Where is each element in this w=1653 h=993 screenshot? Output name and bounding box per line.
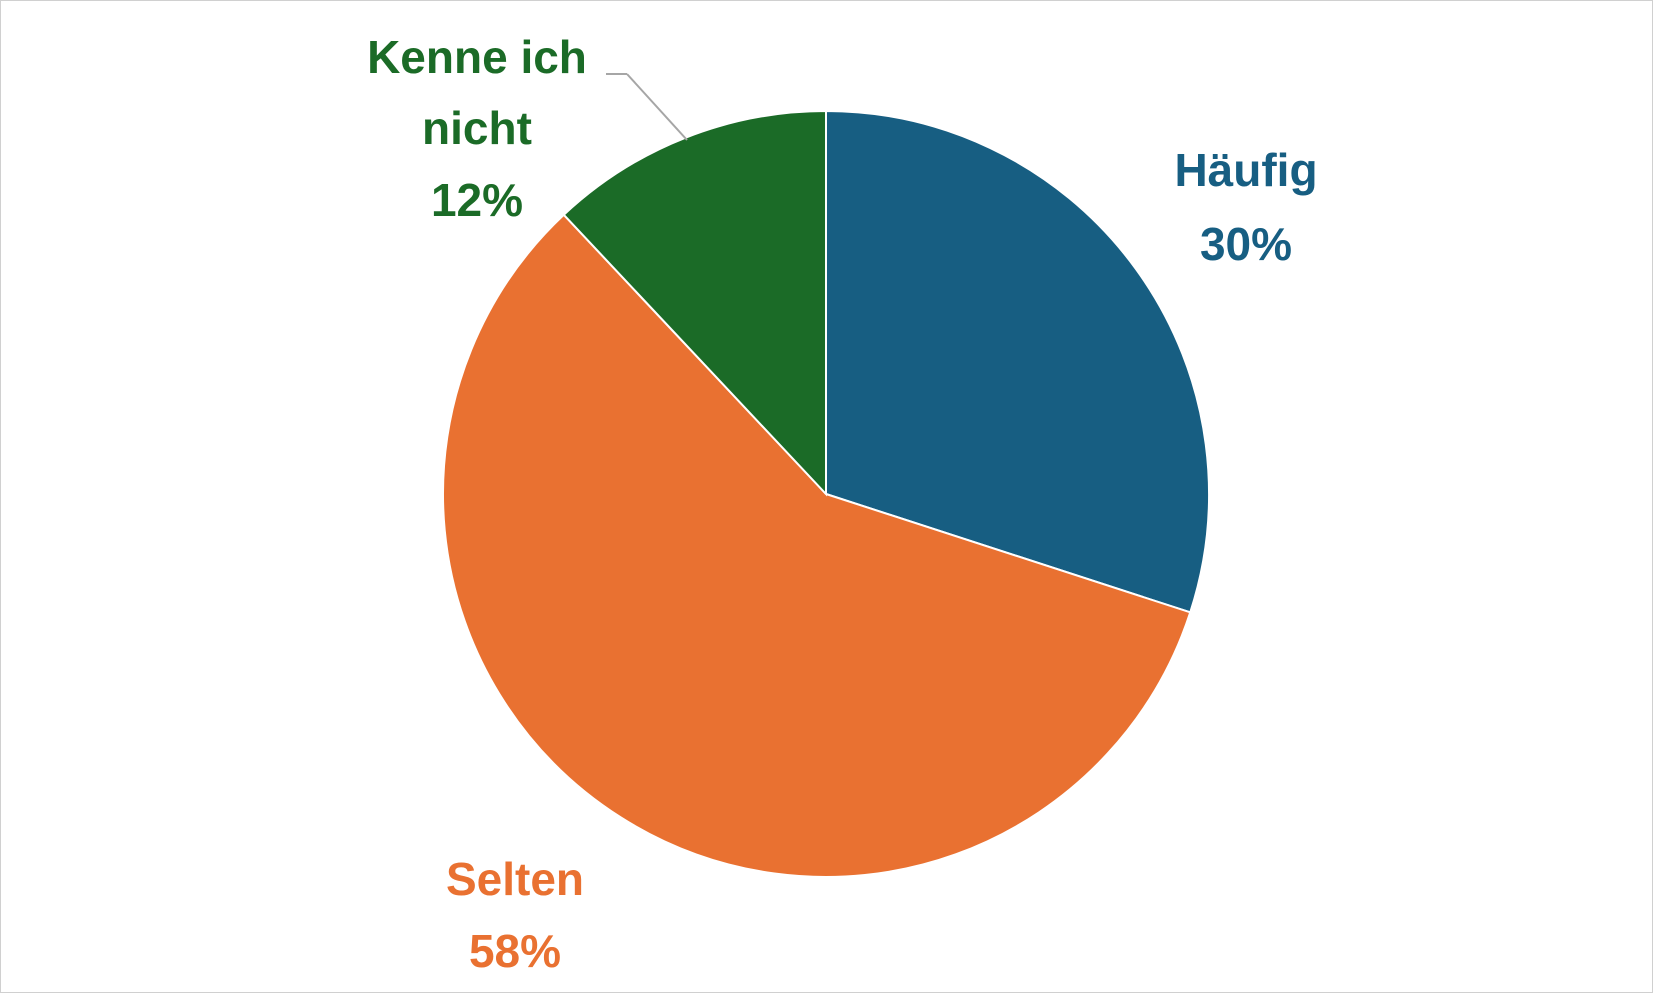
slice-label-selten: Selten	[446, 853, 584, 905]
slice-label-haeufig: Häufig	[1174, 144, 1317, 196]
slice-percent-selten: 58%	[469, 925, 561, 977]
slice-percent-haeufig: 30%	[1200, 218, 1292, 270]
pie-slices	[442, 109, 1210, 878]
pie-slice-selten	[442, 213, 1192, 878]
leader-line-kenne-ich-nicht	[626, 73, 688, 141]
slice-percent-kenne-ich-nicht: 12%	[431, 174, 523, 226]
pie-slice-haeufig	[825, 109, 1210, 614]
slice-label-kenne-ich-nicht-line1: Kenne ich	[367, 31, 587, 83]
slice-label-kenne-ich-nicht-line2: nicht	[422, 102, 532, 154]
